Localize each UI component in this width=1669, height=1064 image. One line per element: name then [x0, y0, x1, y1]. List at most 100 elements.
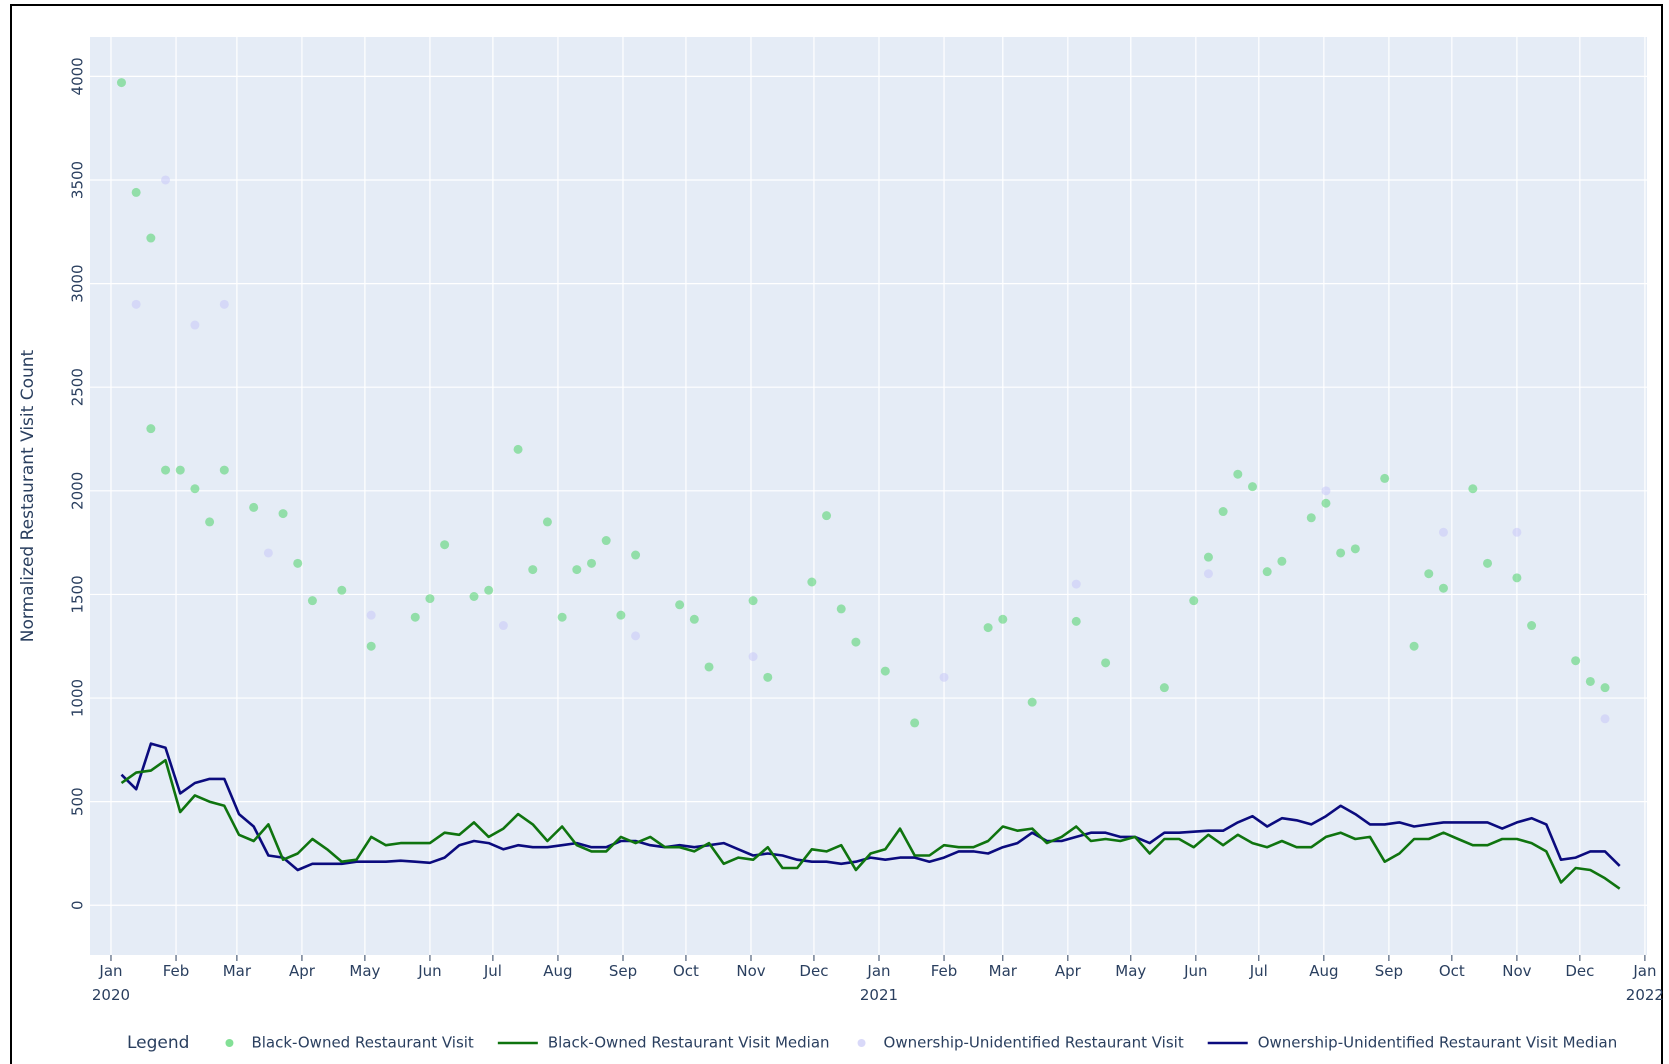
data-point — [219, 465, 229, 475]
x-tick-label: Mar — [223, 962, 252, 980]
data-point — [410, 612, 420, 622]
data-point — [1527, 621, 1537, 631]
data-point — [528, 565, 538, 575]
data-point — [1321, 498, 1331, 508]
x-tick-label: May — [349, 962, 380, 980]
data-point — [219, 299, 229, 309]
x-tick-label: Mar — [989, 962, 1018, 980]
data-point — [1203, 552, 1213, 562]
data-point — [1512, 573, 1522, 583]
x-tick-label: Nov — [736, 962, 765, 980]
x-tick-label: Jun — [417, 962, 441, 980]
data-point — [557, 612, 567, 622]
data-point — [1438, 527, 1448, 537]
x-tick-label: Aug — [1309, 962, 1338, 980]
data-point — [1071, 616, 1081, 626]
data-point — [484, 585, 494, 595]
x-tick-label: Oct — [1439, 962, 1465, 980]
legend-title: Legend — [127, 1033, 189, 1053]
data-point — [689, 614, 699, 624]
y-tick-label: 0 — [69, 900, 87, 910]
data-point — [998, 614, 1008, 624]
data-point — [190, 320, 200, 330]
data-point — [469, 592, 479, 602]
data-point — [1218, 507, 1228, 517]
data-point — [366, 641, 376, 651]
data-point — [822, 511, 832, 521]
data-point — [1468, 484, 1478, 494]
data-point — [1409, 641, 1419, 651]
data-point — [307, 596, 317, 606]
median-line — [120, 742, 1621, 872]
data-point — [337, 585, 347, 595]
data-point — [939, 672, 949, 682]
data-point — [542, 517, 552, 527]
data-point — [748, 596, 758, 606]
data-point — [1027, 697, 1037, 707]
legend-label: Ownership-Unidentified Restaurant Visit … — [1258, 1034, 1618, 1052]
data-point — [1336, 548, 1346, 558]
data-point — [249, 502, 259, 512]
data-point — [1203, 569, 1213, 579]
data-point — [440, 540, 450, 550]
data-point — [116, 78, 126, 88]
legend-label: Black-Owned Restaurant Visit — [251, 1034, 473, 1052]
data-point — [1585, 676, 1595, 686]
data-point — [1600, 714, 1610, 724]
data-point — [1189, 596, 1199, 606]
data-point — [763, 672, 773, 682]
y-tick-label: 500 — [69, 787, 87, 816]
data-point — [161, 175, 171, 185]
data-point — [1277, 556, 1287, 566]
data-point — [880, 666, 890, 676]
data-point — [131, 299, 141, 309]
y-tick-label: 1500 — [69, 575, 87, 613]
x-tick-label: Oct — [673, 962, 699, 980]
data-point — [572, 565, 582, 575]
legend-marker — [857, 1039, 866, 1047]
x-tick-label: Jan 2020 — [92, 962, 130, 1004]
data-point — [1248, 482, 1258, 492]
data-point — [1350, 544, 1360, 554]
y-tick-label: 3000 — [69, 265, 87, 303]
x-tick-label: Dec — [799, 962, 828, 980]
plot-area — [90, 37, 1647, 955]
x-tick-label: May — [1115, 962, 1146, 980]
data-point — [205, 517, 215, 527]
data-point — [1424, 569, 1434, 579]
data-point — [131, 187, 141, 197]
x-tick-label: Apr — [289, 962, 316, 980]
x-tick-label: Jan 2021 — [860, 962, 898, 1004]
y-axis-title: Normalized Restaurant Visit Count — [18, 349, 38, 642]
data-point — [513, 444, 523, 454]
data-point — [146, 424, 156, 434]
data-point — [704, 662, 714, 672]
x-tick-label: Nov — [1502, 962, 1531, 980]
data-point — [161, 465, 171, 475]
data-point — [1306, 513, 1316, 523]
data-point — [601, 536, 611, 546]
legend-label: Ownership-Unidentified Restaurant Visit — [884, 1034, 1184, 1052]
data-point — [1321, 486, 1331, 496]
x-tick-label: Jan 2022 — [1626, 962, 1664, 1004]
frame — [10, 4, 1663, 1064]
median-line — [120, 758, 1621, 890]
y-tick-label: 1000 — [69, 679, 87, 717]
x-tick-label: Aug — [543, 962, 572, 980]
data-point — [748, 652, 758, 662]
data-point — [1101, 658, 1111, 668]
y-tick-label: 2000 — [69, 472, 87, 510]
y-tick-label: 2500 — [69, 368, 87, 406]
data-point — [616, 610, 626, 620]
data-point — [910, 718, 920, 728]
x-tick-label: Jun — [1183, 962, 1207, 980]
data-point — [278, 509, 288, 519]
data-point — [190, 484, 200, 494]
data-point — [1233, 469, 1243, 479]
y-tick-label: 4000 — [69, 57, 87, 95]
data-point — [293, 558, 303, 568]
x-tick-label: Feb — [931, 962, 958, 980]
data-point — [146, 233, 156, 243]
data-point — [983, 623, 993, 633]
